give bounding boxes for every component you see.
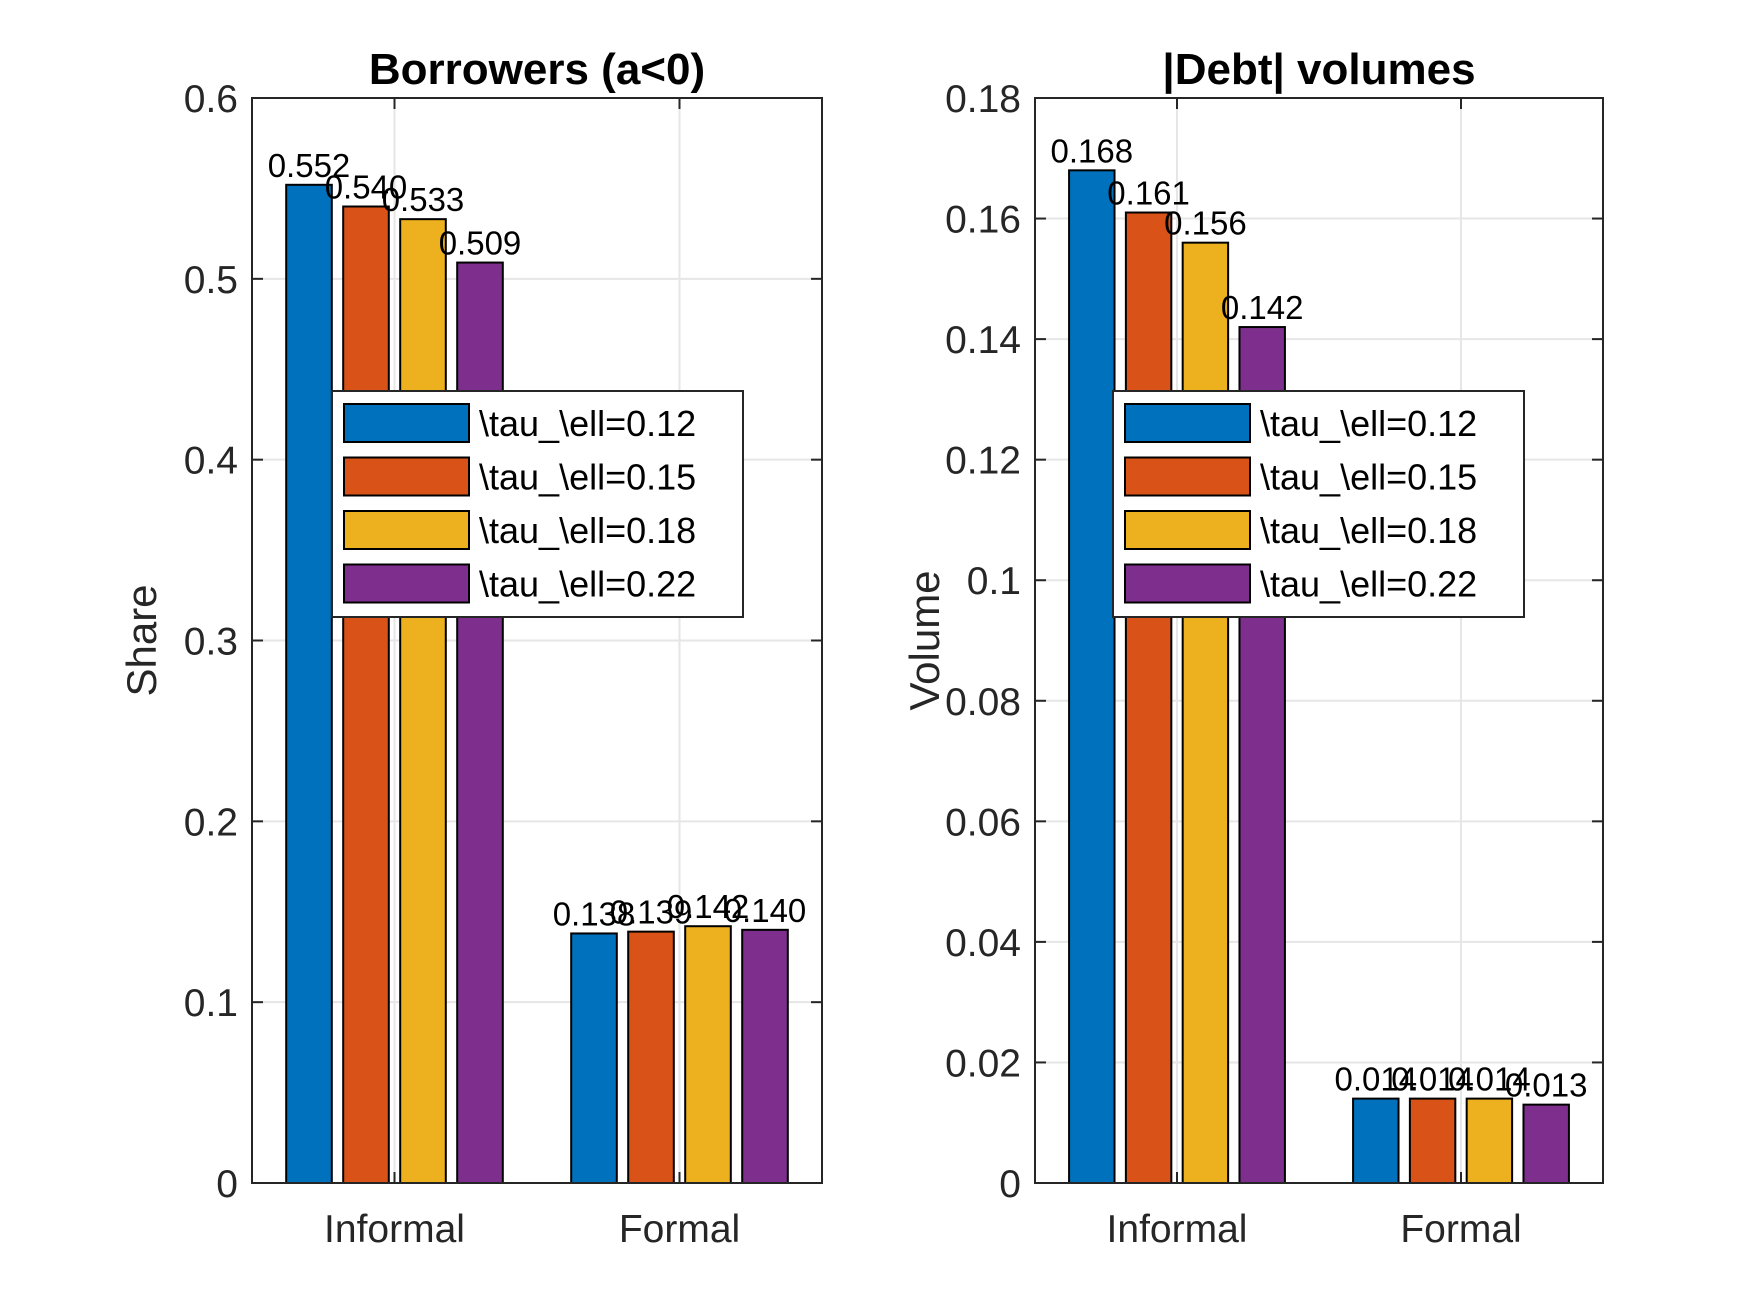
legend-label: \tau_\ell=0.15 bbox=[479, 457, 696, 498]
legend-label: \tau_\ell=0.12 bbox=[479, 403, 696, 444]
bar-formal-series-1 bbox=[1352, 1097, 1400, 1184]
data-label: 0.142 bbox=[667, 888, 750, 925]
data-label: 0.139 bbox=[610, 894, 693, 931]
legend: \tau_\ell=0.12 \tau_\ell=0.15 \tau_\ell=0.… bbox=[331, 390, 744, 618]
data-label: 0.014 bbox=[1391, 1061, 1474, 1098]
y-tick-label: 0.04 bbox=[945, 922, 1021, 965]
x-tick-label: Formal bbox=[619, 1208, 740, 1251]
legend-swatch bbox=[343, 563, 470, 604]
chart-title: |Debt| volumes bbox=[1162, 45, 1475, 95]
plot-area bbox=[1035, 98, 1603, 1183]
y-tick-label: 0.02 bbox=[945, 1042, 1021, 1085]
data-label: 0.142 bbox=[1221, 289, 1304, 326]
bar-informal-series-3 bbox=[399, 218, 447, 1185]
legend-swatch bbox=[1124, 403, 1251, 443]
y-axis-label: Share bbox=[118, 584, 165, 696]
y-tick-label: 0.1 bbox=[184, 982, 238, 1025]
y-tick-label: 0.3 bbox=[184, 621, 238, 664]
y-tick-label: 0 bbox=[216, 1163, 238, 1206]
data-label: 0.533 bbox=[382, 181, 465, 218]
legend-swatch bbox=[1124, 510, 1251, 550]
x-tick-label: Informal bbox=[1107, 1208, 1248, 1251]
data-label: 0.140 bbox=[724, 892, 807, 929]
legend-swatch bbox=[1124, 456, 1251, 497]
chart-title: Borrowers (a<0) bbox=[369, 45, 705, 94]
legend-label: \tau_\ell=0.18 bbox=[1260, 510, 1477, 551]
data-label: 0.014 bbox=[1448, 1061, 1531, 1098]
x-tick-label: Formal bbox=[1400, 1208, 1521, 1251]
data-label: 0.013 bbox=[1505, 1067, 1588, 1104]
bar-informal-series-3 bbox=[1181, 241, 1230, 1184]
y-tick-label: 0.08 bbox=[945, 681, 1021, 724]
bar-formal-series-3 bbox=[1465, 1097, 1514, 1184]
data-label: 0.552 bbox=[268, 147, 351, 184]
legend: \tau_\ell=0.12 \tau_\ell=0.15 \tau_\ell=0.… bbox=[1112, 390, 1525, 618]
y-tick-label: 0.14 bbox=[945, 319, 1021, 362]
y-axis-label: Volume bbox=[901, 570, 948, 710]
y-tick-label: 0.06 bbox=[945, 801, 1021, 844]
data-label: 0.138 bbox=[553, 895, 636, 932]
bar-informal-series-1 bbox=[285, 183, 333, 1185]
data-label: 0.509 bbox=[439, 225, 522, 262]
data-label: 0.014 bbox=[1335, 1061, 1418, 1098]
y-tick-label: 0.4 bbox=[184, 440, 238, 483]
y-tick-label: 0.2 bbox=[184, 801, 238, 844]
x-tick-label: Informal bbox=[324, 1208, 465, 1251]
bar-informal-series-2 bbox=[342, 205, 390, 1184]
legend-swatch bbox=[343, 456, 470, 497]
bar-formal-series-2 bbox=[1408, 1097, 1457, 1184]
bar-formal-series-2 bbox=[627, 930, 675, 1184]
legend-swatch bbox=[343, 403, 470, 443]
bar-informal-series-1 bbox=[1068, 169, 1116, 1185]
chart-panel-1: 0.552 0.138 0.540 0.139 0.533 0.142 0.509 0.140… bbox=[118, 45, 823, 1251]
data-label: 0.161 bbox=[1107, 175, 1190, 212]
bar-formal-series-1 bbox=[570, 932, 618, 1185]
y-tick-label: 0.12 bbox=[945, 440, 1021, 483]
y-tick-label: 0.6 bbox=[184, 78, 238, 121]
legend-label: \tau_\ell=0.12 bbox=[1260, 403, 1477, 444]
data-label: 0.540 bbox=[325, 169, 408, 206]
bar-informal-series-2 bbox=[1124, 211, 1173, 1184]
data-label: 0.168 bbox=[1051, 132, 1134, 169]
axes-box bbox=[1034, 97, 1604, 1184]
bar-formal-series-4 bbox=[1522, 1103, 1570, 1185]
y-tick-label: 0.18 bbox=[945, 78, 1021, 121]
bar-formal-series-3 bbox=[684, 925, 732, 1184]
bar-formal-series-4 bbox=[741, 928, 789, 1184]
legend-label: \tau_\ell=0.22 bbox=[1260, 564, 1477, 605]
legend-swatch bbox=[1124, 563, 1251, 604]
data-label: 0.156 bbox=[1164, 205, 1247, 242]
y-tick-label: 0.16 bbox=[945, 199, 1021, 242]
chart-panel-2: 0.168 0.014 0.161 0.014 0.156 0.014 0.142 0.013… bbox=[901, 45, 1604, 1251]
legend-swatch bbox=[343, 510, 470, 550]
y-tick-label: 0.1 bbox=[967, 560, 1021, 603]
y-tick-label: 0.5 bbox=[184, 259, 238, 302]
y-tick-label: 0 bbox=[999, 1163, 1021, 1206]
legend-label: \tau_\ell=0.22 bbox=[479, 564, 696, 605]
legend-label: \tau_\ell=0.15 bbox=[1260, 457, 1477, 498]
legend-label: \tau_\ell=0.18 bbox=[479, 510, 696, 551]
